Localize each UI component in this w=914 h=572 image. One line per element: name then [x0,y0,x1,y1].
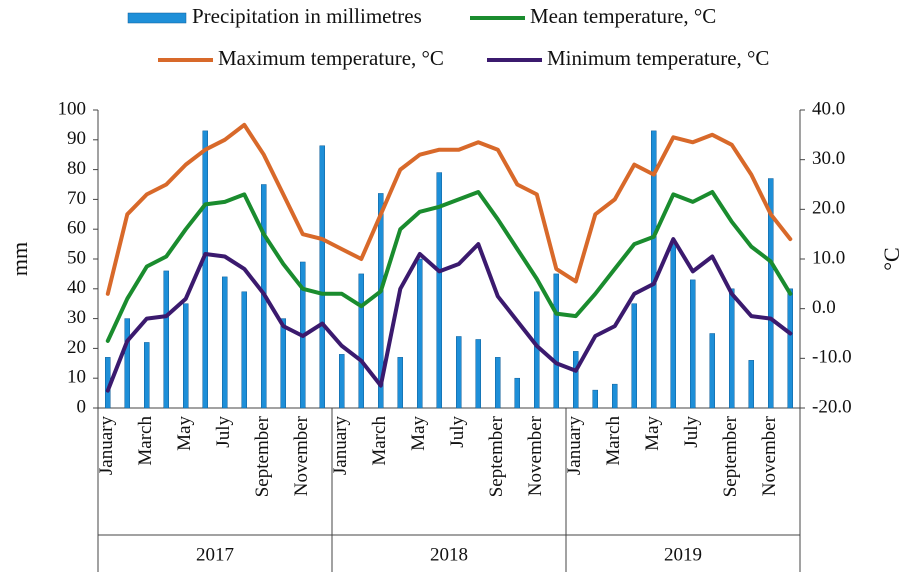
legend-label: Precipitation in millimetres [192,4,422,28]
y2-tick-label: -10.0 [812,347,852,368]
bar [222,276,228,409]
bar [729,288,735,409]
x-tick-label: January [330,416,351,476]
x-tick-label: March [135,416,156,466]
bar [495,357,501,409]
y-tick-label: 30 [67,307,86,328]
bar [163,270,169,409]
legend-label: Maximum temperature, °C [218,46,444,70]
y2-tick-label: 20.0 [812,198,845,219]
x-tick-label: July [681,416,702,448]
group-label: 2018 [430,544,468,565]
legend-swatch [127,12,187,24]
x-tick-label: May [642,416,663,451]
bar [768,178,774,409]
y-tick-label: 70 [67,188,86,209]
y2-tick-label: -20.0 [812,396,852,417]
bar [573,351,579,409]
line [105,122,793,296]
bar [144,342,150,409]
x-tick-label: November [759,415,780,496]
bar [553,273,559,409]
y-tick-label: 10 [67,367,86,388]
group-label: 2017 [196,544,234,565]
x-tick-label: July [213,416,234,448]
y-tick-label: 50 [67,247,86,268]
bar [709,333,715,409]
y-tick-label: 60 [67,218,86,239]
y2-tick-label: 30.0 [812,148,845,169]
x-tick-label: November [525,415,546,496]
y2-tick-label: 10.0 [812,247,845,268]
y2-tick-label: 40.0 [812,98,845,119]
y2-axis-label: °C [879,247,904,270]
bar [378,193,384,409]
bar [592,389,598,409]
line [105,190,793,343]
y-tick-label: 0 [77,396,87,417]
bar [612,383,618,409]
bar [280,318,286,409]
bar [241,291,247,409]
group-label: 2019 [664,544,702,565]
y-tick-label: 100 [58,98,87,119]
x-tick-label: May [408,416,429,451]
x-tick-label: September [720,415,741,497]
bar [456,336,462,409]
bar [339,354,345,409]
y-tick-label: 90 [67,128,86,149]
x-tick-label: July [447,416,468,448]
x-tick-label: September [486,415,507,497]
bar [690,279,696,409]
y-tick-label: 20 [67,337,86,358]
bar [183,303,189,409]
x-tick-label: November [291,415,312,496]
legend-label: Minimum temperature, °C [547,46,769,70]
bar [475,339,481,409]
y-tick-label: 40 [67,277,86,298]
bar [358,273,364,409]
bar [514,377,520,409]
bar [202,130,208,409]
bar [417,258,423,409]
bar [670,243,676,409]
y-axis-label: mm [7,242,32,276]
y-tick-label: 80 [67,158,86,179]
x-tick-label: September [252,415,273,497]
bar [397,357,403,409]
line [105,237,793,393]
bar [124,318,130,409]
legend-label: Mean temperature, °C [530,4,716,28]
bar [436,172,442,409]
x-tick-label: March [603,416,624,466]
y2-tick-label: 0.0 [812,297,836,318]
x-tick-label: March [369,416,390,466]
bar [787,288,793,409]
x-tick-label: May [174,416,195,451]
bar [651,130,657,409]
bar [319,145,325,409]
x-tick-label: January [96,416,117,476]
bar [748,360,754,409]
x-tick-label: January [564,416,585,476]
bar [631,303,637,409]
